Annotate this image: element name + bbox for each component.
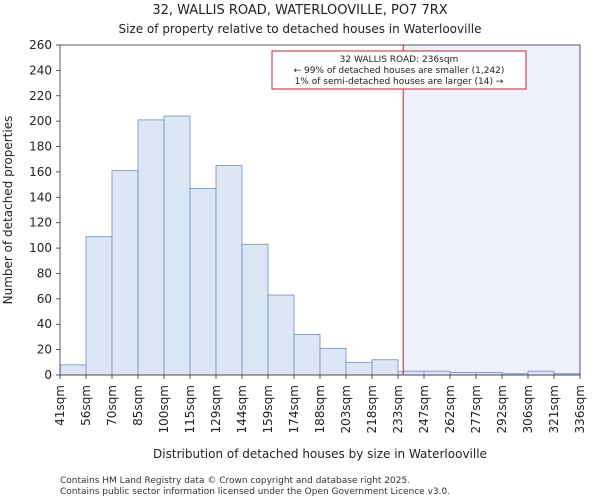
chart-title: 32, WALLIS ROAD, WATERLOOVILLE, PO7 7RX [152,3,447,18]
larger-region-highlight [403,45,580,375]
y-tick-label: 160 [29,165,52,179]
plot-area: 0 20 40 60 80 100 120 140 160 180 200 220 240 260 41s… [29,38,587,433]
bar-247sqm [423,370,451,376]
y-axis-ticks: 0 20 40 60 80 100 120 140 160 180 200 220 240 260 [29,38,60,382]
x-tick-label: 188sqm [313,385,327,433]
bar-56sqm [85,236,113,376]
annotation-smaller: ← 99% of detached houses are smaller (1,… [294,66,505,76]
y-tick-label: 260 [29,38,52,52]
x-axis-ticks: 41sqm 56sqm 70sqm 85sqm 100sqm 115sqm 129sqm 14… [53,375,587,433]
annotation-title: 32 WALLIS ROAD: 236sqm [340,55,459,65]
y-tick-label: 140 [29,190,52,204]
bar-188sqm [319,347,347,376]
x-tick-label: 159sqm [261,385,275,433]
bar-100sqm [163,115,191,376]
annotation-box: 32 WALLIS ROAD: 236sqm ← 99% of detached… [271,50,527,90]
y-tick-label: 60 [37,292,52,306]
x-tick-label: 218sqm [365,385,379,433]
bar-174sqm [293,333,321,376]
x-tick-label: 56sqm [79,385,93,426]
bar-129sqm [215,165,243,376]
x-tick-label: 336sqm [573,385,587,433]
x-tick-label: 247sqm [417,385,431,433]
footer-line-2: Contains public sector information licen… [60,487,450,497]
y-tick-label: 200 [29,114,52,128]
x-tick-label: 277sqm [469,385,483,433]
y-tick-label: 220 [29,89,52,103]
bar-306sqm [527,370,555,376]
bar-85sqm [137,119,165,376]
bar-203sqm [345,361,373,376]
x-tick-label: 292sqm [495,385,509,433]
y-axis-label: Number of detached properties [1,116,15,305]
x-tick-label: 100sqm [157,385,171,433]
x-tick-label: 70sqm [105,385,119,426]
bar-233sqm [397,370,425,376]
chart-subtitle: Size of property relative to detached ho… [118,22,481,36]
x-tick-label: 41sqm [53,385,67,426]
x-tick-label: 321sqm [547,385,561,433]
bar-115sqm [189,188,217,376]
bar-144sqm [241,243,269,376]
x-axis-label: Distribution of detached houses by size … [153,447,487,461]
annotation-frame [271,50,527,90]
x-tick-label: 85sqm [131,385,145,426]
annotation-larger: 1% of semi-detached houses are larger (1… [295,77,504,87]
x-tick-label: 115sqm [183,385,197,433]
bar-159sqm [267,294,295,376]
footer-line-1: Contains HM Land Registry data © Crown c… [60,476,410,486]
y-tick-label: 100 [29,241,52,255]
bar-218sqm [371,359,399,376]
x-tick-label: 174sqm [287,385,301,433]
y-tick-label: 0 [44,368,52,382]
y-tick-label: 120 [29,216,52,230]
y-tick-label: 80 [37,266,52,280]
bar-70sqm [111,170,139,376]
x-tick-label: 203sqm [339,385,353,433]
x-tick-label: 129sqm [209,385,223,433]
y-tick-label: 20 [37,343,52,357]
y-tick-label: 180 [29,140,52,154]
x-tick-label: 233sqm [391,385,405,433]
bar-41sqm [59,364,87,376]
x-tick-label: 144sqm [235,385,249,433]
bars-group [59,115,581,376]
x-tick-label: 262sqm [443,385,457,433]
x-tick-label: 306sqm [521,385,535,433]
y-tick-label: 40 [37,317,52,331]
y-tick-label: 240 [29,63,52,77]
